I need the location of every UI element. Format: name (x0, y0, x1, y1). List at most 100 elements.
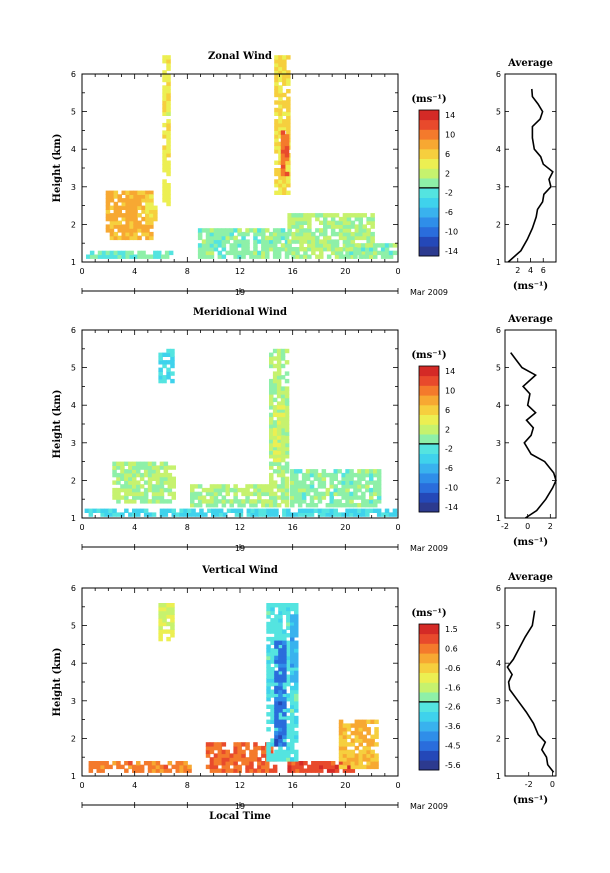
colorbar-label: 6 (445, 406, 450, 415)
heatmap-cell (334, 243, 340, 248)
profile-y-tick-label: 6 (496, 584, 501, 593)
heatmap-cell (100, 768, 105, 773)
heatmap-cell (274, 55, 279, 60)
heatmap-cell (333, 512, 338, 517)
heatmap-cell (284, 416, 290, 421)
colorbar-label: -2.6 (445, 703, 461, 712)
heatmap-cell (124, 508, 129, 513)
heatmap-cells (88, 603, 379, 773)
heatmap-cell (269, 427, 274, 433)
colorbar-swatch (419, 158, 439, 169)
heatmap-cell (290, 723, 295, 728)
heatmap-cell (362, 757, 367, 762)
profile-line (507, 88, 554, 263)
heatmap-cell (261, 231, 266, 237)
heatmap-cell (282, 77, 287, 83)
heatmap-cell (284, 401, 290, 406)
heatmap-cell (245, 764, 250, 770)
heatmap-cell (162, 59, 167, 64)
heatmap-cell (170, 371, 175, 376)
heatmap-cell (143, 487, 149, 493)
heatmap-cell (241, 761, 246, 766)
heatmap-cell (112, 472, 117, 478)
heatmap-cell (280, 420, 286, 425)
heatmap-cell (309, 512, 315, 517)
heatmap-cell (280, 375, 286, 380)
colorbar-swatch (419, 226, 439, 237)
heatmap-cell (346, 239, 352, 244)
heatmap-cell (272, 409, 278, 414)
heatmap-cell (249, 491, 254, 497)
heatmap-cell (338, 247, 344, 252)
heatmap-cell (221, 239, 227, 244)
heatmap-cell (166, 194, 171, 199)
heatmap-cell (158, 360, 163, 365)
heatmap-cell (136, 469, 141, 474)
heatmap-cell (158, 356, 163, 361)
heatmap-cell (229, 499, 234, 504)
heatmap-cell (290, 745, 295, 751)
heatmap-cell (319, 247, 324, 252)
heatmap-cell (366, 761, 371, 766)
heatmap-cell (153, 254, 158, 259)
heatmap-cell (166, 360, 171, 365)
heatmap-cell (104, 508, 109, 513)
heatmap-cell (303, 216, 308, 222)
heatmap-cell (278, 153, 283, 158)
heatmap-cell (270, 640, 275, 645)
heatmap-cell (278, 745, 283, 751)
heatmap-cell (132, 768, 137, 773)
heatmap-cell (121, 198, 126, 203)
heatmap-cell (121, 190, 126, 195)
heatmap-cell (139, 476, 145, 481)
heatmap-cell (155, 499, 161, 504)
heatmap-cell (129, 250, 134, 256)
heatmap-cell (166, 107, 171, 113)
heatmap-cell (97, 250, 103, 256)
heatmap-cell (116, 476, 121, 481)
heatmap-cell (362, 228, 367, 233)
heatmap-cell (166, 59, 171, 64)
heatmap-cell (311, 768, 316, 773)
heatmap-cell (329, 499, 334, 504)
heatmap-cell (132, 512, 137, 517)
heatmap-cell (113, 254, 119, 259)
colorbar-label: -4.5 (445, 742, 461, 751)
heatmap-cell (213, 499, 219, 504)
colorbar-label: 10 (445, 130, 455, 139)
heatmap-cell (166, 96, 171, 101)
heatmap-cell (162, 85, 167, 90)
heatmap-cell (294, 606, 299, 612)
heatmap-cell (358, 757, 363, 762)
heatmap-cell (301, 491, 307, 497)
colorbar-swatch (419, 178, 439, 189)
heatmap-cell (361, 491, 366, 497)
heatmap-cell (209, 231, 215, 237)
heatmap-cell (104, 764, 109, 770)
heatmap-cell (307, 768, 312, 773)
heatmap-cell (294, 693, 299, 698)
heatmap-cell (350, 742, 356, 747)
heatmap-cell (213, 745, 219, 751)
heatmap-cell (349, 476, 354, 481)
heatmap-cell (262, 512, 267, 517)
heatmap-cell (274, 77, 279, 83)
heatmap-cell (137, 201, 142, 207)
heatmap-cell (286, 723, 291, 728)
heatmap-cell (170, 352, 175, 357)
heatmap-cell (342, 228, 348, 233)
heatmap-cell (269, 235, 274, 241)
heatmap-cell (290, 757, 295, 762)
heatmap-cell (290, 503, 295, 508)
heatmap-cell (333, 472, 338, 478)
y-tick-label: 5 (71, 108, 76, 117)
heatmap-cell (294, 644, 299, 649)
heatmap-cell (291, 213, 296, 218)
heatmap-cell (266, 644, 271, 649)
heatmap-cell (370, 749, 375, 755)
heatmap-cell (276, 424, 282, 429)
heatmap-cell (274, 727, 279, 732)
colorbar-unit: (ms⁻¹) (411, 608, 446, 619)
heatmap-cell (157, 254, 162, 259)
profile-y-tick-label: 5 (496, 622, 501, 631)
